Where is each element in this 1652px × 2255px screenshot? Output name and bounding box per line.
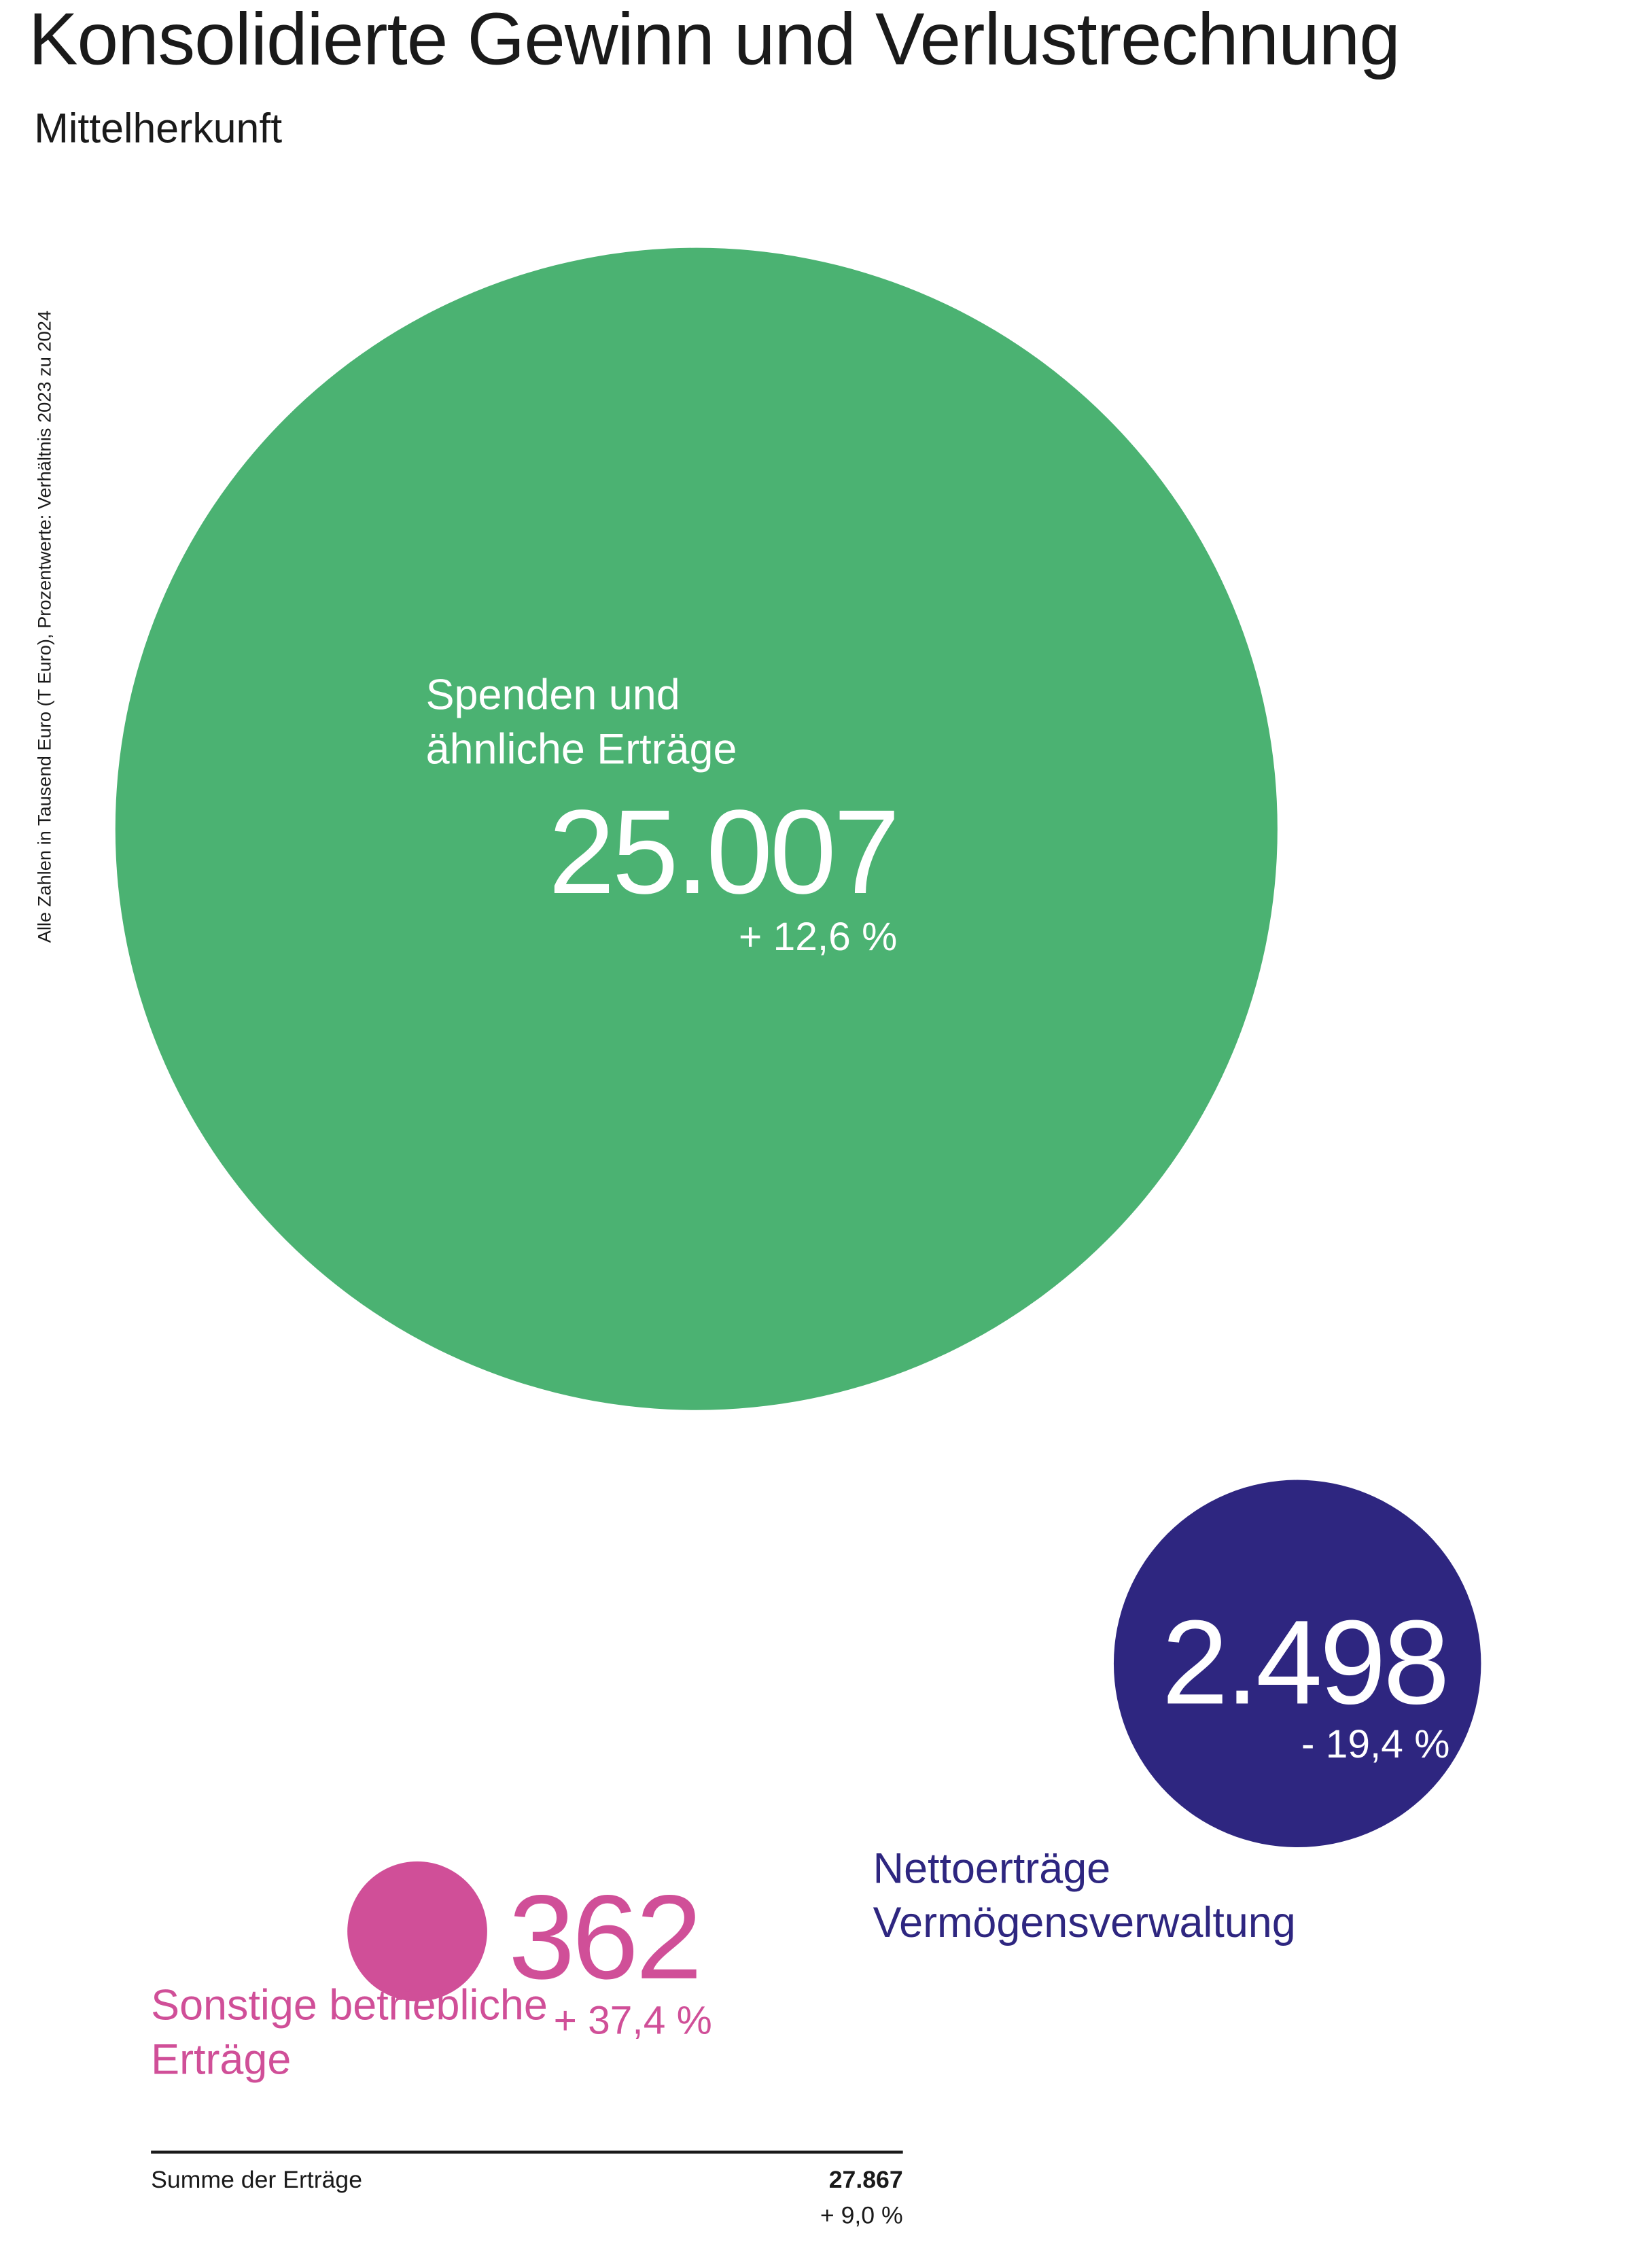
total-change: + 9,0 % bbox=[820, 2201, 903, 2229]
note: Alle Zahlen in Tausend Euro (T Euro), Pr… bbox=[33, 310, 55, 943]
bubble bbox=[115, 247, 1278, 1410]
chart-subtitle: Mittelherkunft bbox=[34, 107, 283, 153]
series-name: Sonstige betriebliche Erträge bbox=[151, 1982, 548, 2084]
series-name: Nettoerträge Vermögensverwaltung bbox=[873, 1846, 1296, 1948]
series-name: Spenden und ähnliche Erträge bbox=[425, 672, 737, 774]
change-label: + 37,4 % bbox=[553, 1998, 712, 2043]
chart-title: Konsolidierte Gewinn und Verlustrechnung bbox=[28, 0, 1401, 82]
total-name: Summe der Erträge bbox=[151, 2166, 363, 2194]
value-label: 25.007 bbox=[548, 784, 900, 919]
total-value: 27.867 bbox=[828, 2166, 903, 2194]
change-label: - 19,4 % bbox=[1301, 1721, 1450, 1766]
bubble bbox=[347, 1861, 487, 2001]
bubble bbox=[1113, 1480, 1481, 1848]
value-label: 362 bbox=[508, 1870, 702, 2004]
change-label: + 12,6 % bbox=[739, 914, 898, 959]
value-label: 2.498 bbox=[1161, 1595, 1450, 1730]
